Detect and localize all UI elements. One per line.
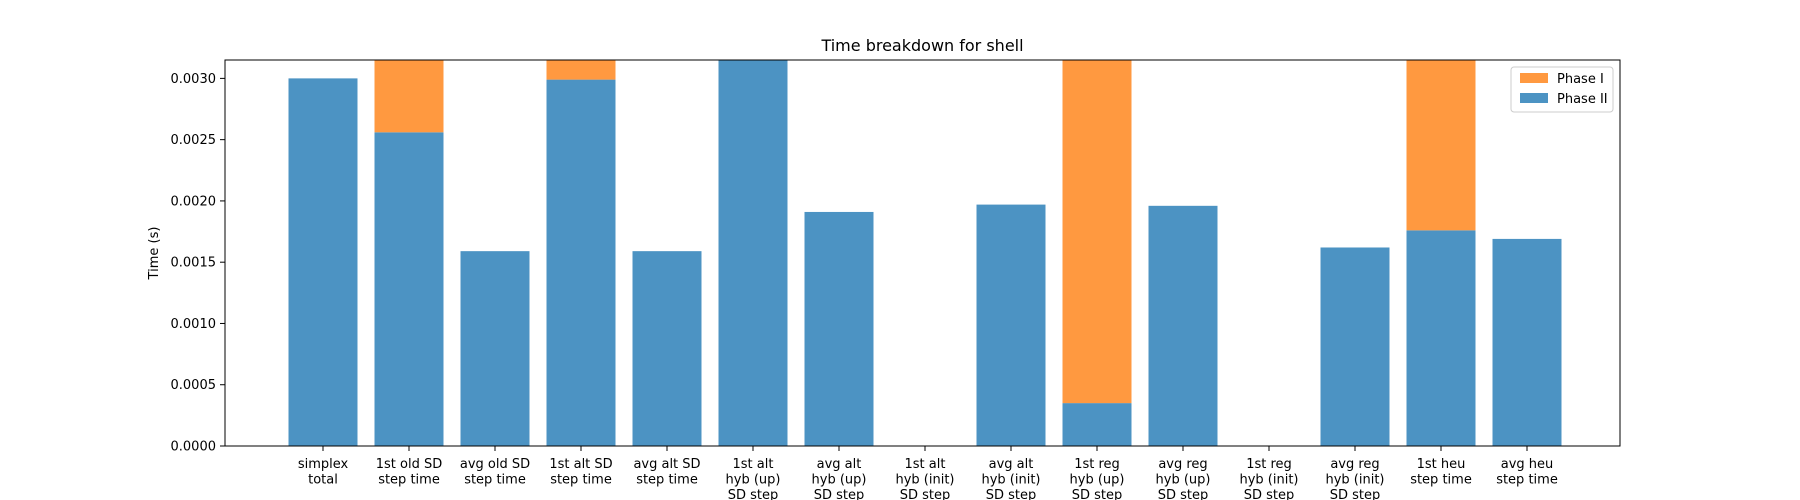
bar-phase-ii-12: [1320, 247, 1390, 446]
legend-swatch-phase-i: [1520, 73, 1548, 83]
x-tick-label: avg alt hyb (init) SD step: [981, 457, 1040, 500]
x-tick-label: avg reg hyb (init) SD step: [1325, 457, 1384, 500]
bar-phase-ii-8: [976, 204, 1046, 446]
bar-phase-ii-9: [1062, 403, 1132, 446]
bar-phase-ii-6: [804, 211, 874, 446]
legend-label: Phase II: [1557, 92, 1608, 107]
legend-label: Phase I: [1557, 72, 1604, 87]
x-tick-label: avg reg hyb (up) SD step: [1156, 457, 1211, 500]
legend-swatch-phase-ii: [1520, 93, 1548, 103]
x-tick-label: avg alt SD step time: [633, 457, 700, 488]
bar-phase-i-9: [1062, 60, 1132, 404]
bar-phase-ii-14: [1492, 238, 1562, 446]
y-tick-label: 0.0015: [171, 256, 217, 271]
bar-phase-ii-13: [1406, 230, 1476, 446]
y-axis: 0.0000 0.0005 0.0010 0.0015 0.0020 0.0025 0.00…: [171, 72, 225, 455]
bar-phase-ii-10: [1148, 205, 1218, 446]
bar-phase-i-13: [1406, 60, 1476, 231]
x-tick-label: 1st heu step time: [1410, 457, 1472, 488]
x-tick-label: avg old SD step time: [460, 457, 530, 488]
x-tick-label: 1st alt SD step time: [549, 457, 612, 488]
x-tick-label: 1st alt hyb (init) SD step: [895, 457, 954, 500]
y-tick-label: 0.0000: [171, 440, 217, 455]
plot-frame: [224, 59, 1621, 447]
bar-phase-i-3: [546, 60, 616, 80]
x-tick-label: 1st alt hyb (up) SD step: [726, 457, 781, 500]
bar-phase-ii-1: [374, 132, 444, 446]
bar-phase-i-1: [374, 60, 444, 133]
x-tick-label: simplex total: [298, 457, 349, 488]
bar-phase-ii-2: [460, 251, 530, 446]
x-tick-label: 1st reg hyb (up) SD step: [1070, 457, 1125, 500]
y-tick-label: 0.0020: [171, 194, 217, 209]
chart-title: Time breakdown for shell: [820, 36, 1023, 55]
x-tick-label: 1st reg hyb (init) SD step: [1239, 457, 1298, 500]
bar-phase-ii-3: [546, 79, 616, 446]
y-tick-label: 0.0010: [171, 317, 217, 332]
y-tick-label: 0.0030: [171, 72, 217, 87]
y-axis-label: Time (s): [147, 227, 162, 281]
y-tick-label: 0.0005: [171, 378, 217, 393]
bars-layer: [288, 60, 1562, 446]
legend: Phase I Phase II: [1510, 66, 1614, 113]
y-tick-label: 0.0025: [171, 133, 217, 148]
bar-phase-ii-4: [632, 251, 702, 446]
x-tick-label: avg heu step time: [1496, 457, 1558, 488]
bar-phase-ii-5: [718, 60, 788, 446]
x-tick-label: avg alt hyb (up) SD step: [812, 457, 867, 500]
x-axis: simplex total 1st old SD step time avg old S…: [298, 446, 1558, 500]
bar-phase-ii-0: [288, 78, 358, 446]
x-tick-label: 1st old SD step time: [376, 457, 443, 488]
